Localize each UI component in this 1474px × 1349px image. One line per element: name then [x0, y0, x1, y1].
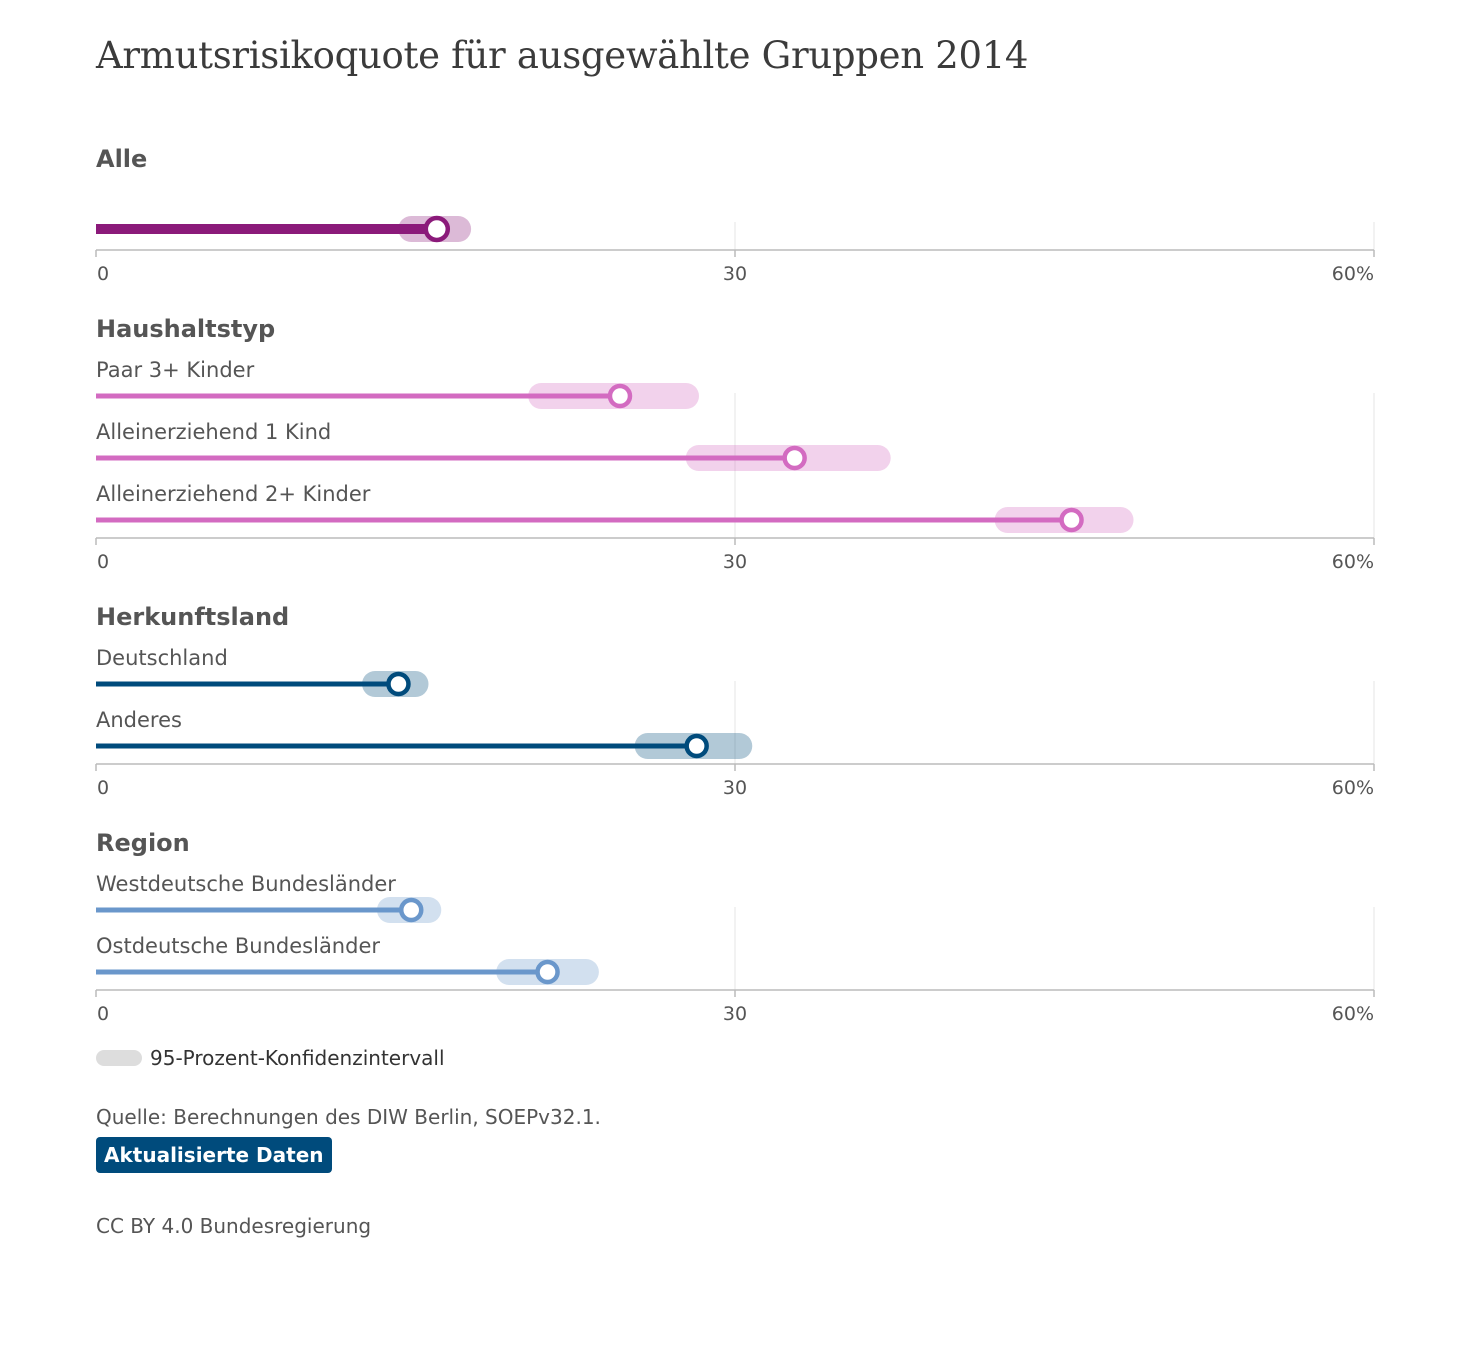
group-title: Herkunftsland: [96, 603, 289, 631]
tick-label: 30: [723, 551, 747, 573]
value-dot: [684, 733, 709, 759]
updated-data-button[interactable]: Aktualisierte Daten: [96, 1137, 332, 1173]
row-label: Alleinerziehend 2+ Kinder: [96, 482, 371, 506]
legend: 95-Prozent-Konfidenzintervall: [96, 1046, 445, 1070]
tick-label: 0: [97, 263, 109, 285]
value-dot: [386, 671, 411, 697]
group-title: Haushaltstyp: [96, 315, 275, 343]
row-label: Paar 3+ Kinder: [96, 358, 255, 382]
legend-ci-label: 95-Prozent-Konfidenzintervall: [150, 1046, 445, 1070]
chart-title: Armutsrisikoquote für ausgewählte Gruppe…: [96, 34, 1029, 77]
source-note: Quelle: Berechnungen des DIW Berlin, SOE…: [96, 1105, 601, 1129]
group-title: Region: [96, 829, 190, 857]
value-bar: [96, 517, 1072, 523]
row-label: Deutschland: [96, 646, 228, 670]
value-bar: [96, 393, 620, 399]
tick-label: 60%: [1332, 777, 1374, 799]
tick-label: 0: [97, 777, 109, 799]
value-dot: [1059, 507, 1084, 533]
tick-label: 60%: [1332, 551, 1374, 573]
tick-label: 30: [723, 263, 747, 285]
value-dot: [398, 897, 424, 923]
tick-label: 60%: [1332, 1003, 1374, 1025]
row-label: Westdeutsche Bundesländer: [96, 872, 396, 896]
group-title: Alle: [96, 145, 147, 173]
value-bar: [96, 743, 697, 749]
tick-label: 30: [723, 777, 747, 799]
row-label: Anderes: [96, 708, 182, 732]
tick-label: 0: [97, 551, 109, 573]
value-bar: [96, 969, 548, 975]
value-bar: [96, 224, 437, 234]
row-label: Ostdeutsche Bundesländer: [96, 934, 380, 958]
dot-range-chart: Alle 0 30 60% Haushaltstyp Paar 3+ Kinder Alle…: [95, 145, 1375, 1025]
value-bar: [96, 455, 795, 461]
value-bar: [96, 681, 399, 687]
tick-label: 0: [97, 1003, 109, 1025]
value-bar: [96, 907, 412, 913]
value-dot: [423, 215, 451, 243]
legend-ci-swatch: [96, 1050, 142, 1066]
license-note: CC BY 4.0 Bundesregierung: [96, 1214, 372, 1238]
value-dot: [607, 383, 633, 409]
value-dot: [782, 445, 807, 471]
tick-label: 30: [723, 1003, 747, 1025]
row-label: Alleinerziehend 1 Kind: [96, 420, 331, 444]
tick-label: 60%: [1332, 263, 1374, 285]
value-dot: [535, 959, 560, 985]
